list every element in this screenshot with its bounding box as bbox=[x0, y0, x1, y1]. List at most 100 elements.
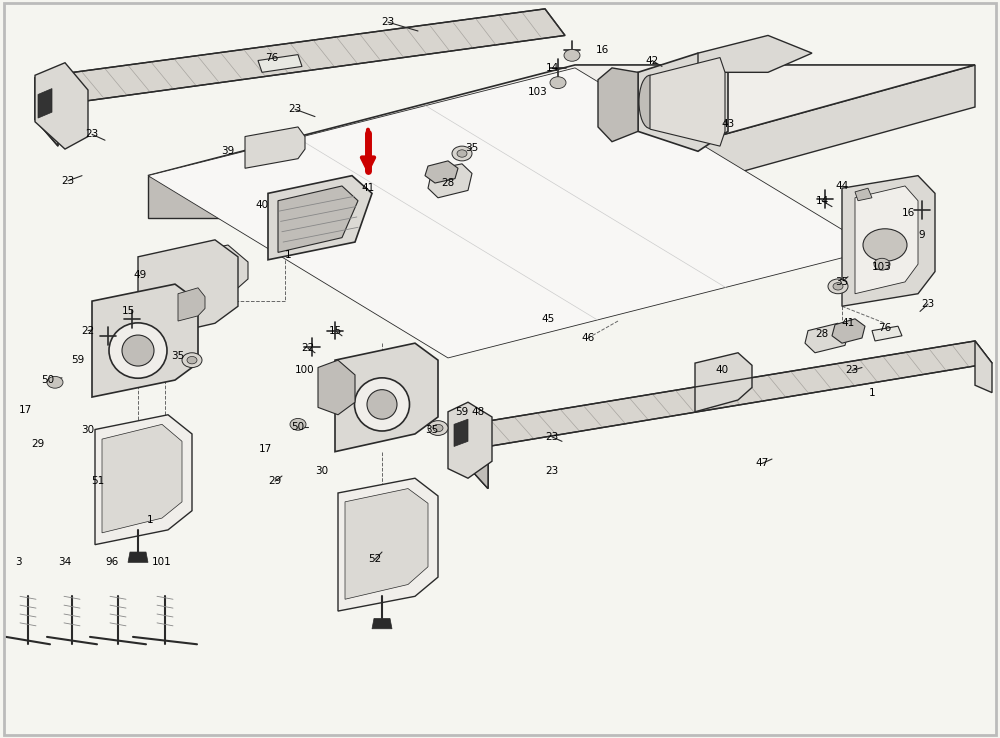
Text: 22: 22 bbox=[301, 343, 315, 354]
Text: 29: 29 bbox=[268, 476, 282, 486]
Text: 40: 40 bbox=[715, 365, 729, 376]
Polygon shape bbox=[855, 186, 918, 294]
Polygon shape bbox=[468, 424, 488, 489]
Text: 40: 40 bbox=[255, 200, 269, 210]
Polygon shape bbox=[372, 618, 392, 629]
Text: 49: 49 bbox=[133, 269, 147, 280]
Polygon shape bbox=[454, 419, 468, 446]
Polygon shape bbox=[148, 176, 575, 218]
Text: 52: 52 bbox=[368, 554, 382, 565]
Polygon shape bbox=[872, 326, 902, 341]
Polygon shape bbox=[38, 89, 52, 118]
Polygon shape bbox=[318, 360, 355, 415]
Text: 41: 41 bbox=[841, 318, 855, 328]
Text: 14: 14 bbox=[815, 196, 829, 206]
Polygon shape bbox=[805, 323, 848, 353]
Ellipse shape bbox=[122, 335, 154, 366]
Text: 22: 22 bbox=[81, 325, 95, 336]
Polygon shape bbox=[425, 161, 458, 183]
Polygon shape bbox=[855, 188, 872, 201]
Circle shape bbox=[550, 77, 566, 89]
Text: 44: 44 bbox=[835, 181, 849, 191]
Text: 51: 51 bbox=[91, 476, 105, 486]
Polygon shape bbox=[575, 65, 975, 218]
Polygon shape bbox=[35, 77, 58, 146]
Text: 28: 28 bbox=[815, 328, 829, 339]
Text: 3: 3 bbox=[15, 557, 21, 568]
Polygon shape bbox=[148, 68, 875, 358]
Text: 30: 30 bbox=[315, 466, 329, 476]
Polygon shape bbox=[695, 353, 752, 412]
Text: 100: 100 bbox=[295, 365, 315, 376]
Text: 1: 1 bbox=[869, 387, 875, 398]
Text: 30: 30 bbox=[81, 424, 95, 435]
Text: 23: 23 bbox=[85, 129, 99, 139]
Text: 23: 23 bbox=[921, 299, 935, 309]
Text: 34: 34 bbox=[58, 557, 72, 568]
Ellipse shape bbox=[354, 378, 410, 431]
Text: 103: 103 bbox=[872, 262, 892, 272]
Text: 59: 59 bbox=[71, 355, 85, 365]
Polygon shape bbox=[35, 9, 565, 105]
Circle shape bbox=[182, 353, 202, 368]
Polygon shape bbox=[258, 55, 302, 72]
Text: 35: 35 bbox=[425, 424, 439, 435]
Polygon shape bbox=[178, 288, 205, 321]
Text: 23: 23 bbox=[845, 365, 859, 376]
Circle shape bbox=[564, 49, 580, 61]
Text: 103: 103 bbox=[528, 87, 548, 97]
Text: 23: 23 bbox=[61, 176, 75, 186]
Circle shape bbox=[433, 424, 443, 432]
Text: 16: 16 bbox=[901, 207, 915, 218]
Text: 17: 17 bbox=[258, 444, 272, 454]
Text: 23: 23 bbox=[545, 432, 559, 442]
Text: 35: 35 bbox=[171, 351, 185, 361]
Polygon shape bbox=[92, 284, 198, 397]
Text: 23: 23 bbox=[381, 17, 395, 27]
Text: 42: 42 bbox=[645, 55, 659, 66]
Polygon shape bbox=[148, 65, 975, 176]
Polygon shape bbox=[598, 68, 638, 142]
Text: 14: 14 bbox=[545, 63, 559, 73]
Circle shape bbox=[290, 418, 306, 430]
Text: 35: 35 bbox=[835, 277, 849, 287]
Text: 41: 41 bbox=[361, 183, 375, 193]
Circle shape bbox=[863, 229, 907, 261]
Text: 76: 76 bbox=[878, 323, 892, 334]
Polygon shape bbox=[128, 552, 148, 562]
Circle shape bbox=[187, 356, 197, 364]
Circle shape bbox=[452, 146, 472, 161]
Polygon shape bbox=[345, 489, 428, 599]
Text: 15: 15 bbox=[328, 325, 342, 336]
Text: 43: 43 bbox=[721, 119, 735, 129]
Polygon shape bbox=[335, 343, 438, 452]
Text: 76: 76 bbox=[265, 53, 279, 63]
Text: 15: 15 bbox=[121, 306, 135, 317]
Polygon shape bbox=[95, 415, 192, 545]
Circle shape bbox=[828, 279, 848, 294]
Ellipse shape bbox=[109, 323, 167, 378]
Polygon shape bbox=[268, 176, 372, 260]
Polygon shape bbox=[338, 478, 438, 611]
Polygon shape bbox=[468, 341, 992, 446]
Text: 46: 46 bbox=[581, 333, 595, 343]
Text: 29: 29 bbox=[31, 439, 45, 449]
Polygon shape bbox=[638, 53, 728, 151]
Text: 96: 96 bbox=[105, 557, 119, 568]
Text: 1: 1 bbox=[285, 249, 291, 260]
Text: 1: 1 bbox=[147, 515, 153, 525]
Polygon shape bbox=[148, 245, 248, 314]
Circle shape bbox=[874, 258, 890, 270]
Text: 17: 17 bbox=[18, 404, 32, 415]
Text: 101: 101 bbox=[152, 557, 172, 568]
Polygon shape bbox=[278, 186, 358, 252]
Polygon shape bbox=[842, 176, 935, 306]
Text: 9: 9 bbox=[919, 230, 925, 240]
Circle shape bbox=[457, 150, 467, 157]
Text: 16: 16 bbox=[595, 45, 609, 55]
Polygon shape bbox=[698, 35, 812, 72]
Polygon shape bbox=[138, 240, 238, 341]
Polygon shape bbox=[245, 127, 305, 168]
Text: 23: 23 bbox=[288, 104, 302, 114]
Ellipse shape bbox=[639, 75, 661, 128]
